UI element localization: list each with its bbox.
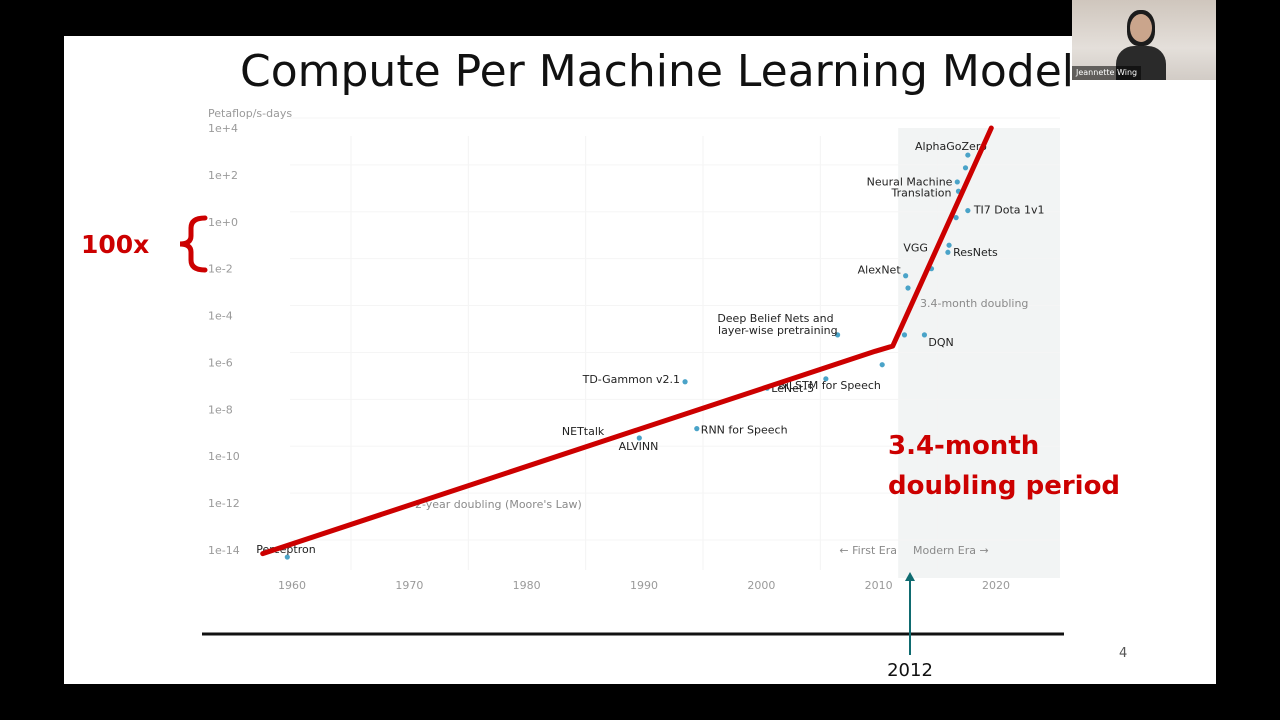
chart-annotation: 3.4-month doubling	[920, 297, 1028, 310]
chart-annotation: 2-year doubling (Moore's Law)	[415, 498, 582, 511]
x-tick-labels: 1960 1970 1980 1990 2000 2010 2020	[278, 579, 1010, 592]
point-label: TI7 Dota 1v1	[973, 204, 1045, 217]
trend-line-group	[260, 125, 994, 557]
point-label: NETtalk	[562, 425, 605, 438]
point-label: VGG	[903, 241, 928, 254]
x-tick-label: 1980	[513, 579, 541, 592]
slide-title: Compute Per Machine Learning Model	[240, 46, 1075, 97]
x-tick-label: 1960	[278, 579, 306, 592]
data-point	[962, 165, 969, 171]
year-2012-label: 2012	[887, 660, 933, 681]
data-point	[823, 376, 829, 382]
point-label: RNN for Speech	[701, 424, 788, 437]
point-label: Deep Belief Nets and	[717, 312, 833, 325]
x-tick-label: 1970	[395, 579, 423, 592]
point-label: ResNets	[953, 246, 998, 259]
data-point	[921, 332, 928, 338]
y-tick-label: 1e+4	[208, 122, 238, 135]
y-tick-label: 1e-12	[208, 497, 240, 510]
point-label: layer-wise pretraining	[718, 324, 838, 337]
point-label: ALVINN	[619, 440, 659, 453]
y-tick-label: 1e+2	[208, 169, 238, 182]
gridlines	[290, 117, 1060, 570]
doubling-period-line2: doubling period	[888, 471, 1120, 501]
page-number: 4	[1119, 646, 1128, 661]
modern-era-shading	[898, 128, 1060, 578]
data-point	[945, 249, 951, 255]
data-point	[901, 332, 908, 338]
y-tick-label: 1e-14	[208, 544, 240, 557]
y-tick-label: 1e-10	[208, 450, 240, 463]
point-label: DQN	[928, 336, 953, 349]
data-point	[965, 152, 971, 158]
person-head	[1130, 14, 1152, 42]
data-point	[946, 242, 952, 248]
chart-annotation: ← First Era	[839, 544, 897, 557]
doubling-period-line1: 3.4-month	[888, 431, 1039, 461]
y-tick-label: 1e-6	[208, 356, 233, 369]
data-points	[284, 152, 971, 560]
data-point	[835, 332, 841, 338]
data-point	[879, 362, 885, 368]
point-label: Neural Machine	[867, 175, 953, 188]
y-axis-label: Petaflop/s-days	[208, 107, 292, 120]
y-tick-label: 1e+0	[208, 216, 238, 229]
data-point	[903, 273, 909, 279]
point-label: TD-Gammon v2.1	[582, 373, 680, 386]
trend-line	[260, 125, 994, 557]
data-point	[965, 207, 971, 214]
year-2012-arrow	[905, 572, 915, 655]
data-point	[954, 179, 960, 185]
chart-annotation: Modern Era →	[913, 544, 989, 557]
x-tick-label: 2000	[747, 579, 775, 592]
data-point	[953, 215, 959, 221]
data-point	[636, 435, 642, 441]
data-point	[682, 379, 688, 385]
data-point	[905, 285, 911, 291]
era-labels: 2-year doubling (Moore's Law) 3.4-month d…	[415, 297, 1028, 557]
x-tick-label: 2010	[865, 579, 893, 592]
x-tick-label: 2020	[982, 579, 1010, 592]
hundred-x-label: 100x	[81, 230, 149, 259]
participant-video[interactable]: Jeannette Wing	[1072, 0, 1216, 80]
y-tick-label: 1e-8	[208, 403, 233, 416]
point-label: AlphaGoZero	[915, 140, 987, 153]
y-tick-label: 1e-2	[208, 263, 233, 276]
y-tick-label: 1e-4	[208, 310, 233, 323]
y-tick-labels: 1e+4 1e+2 1e+0 1e-2 1e-4 1e-6 1e-8 1e-10 1e-12 1e…	[208, 122, 240, 557]
point-label: BiLSTM for Speech	[778, 379, 881, 392]
point-label: AlexNet	[858, 264, 902, 277]
point-label: Translation	[891, 186, 952, 199]
data-point	[694, 426, 700, 432]
x-tick-label: 1990	[630, 579, 658, 592]
point-label: LeNet-5	[771, 382, 814, 395]
participant-name-tag: Jeannette Wing	[1072, 66, 1142, 80]
data-point	[284, 554, 290, 560]
curly-brace-icon	[179, 215, 208, 273]
